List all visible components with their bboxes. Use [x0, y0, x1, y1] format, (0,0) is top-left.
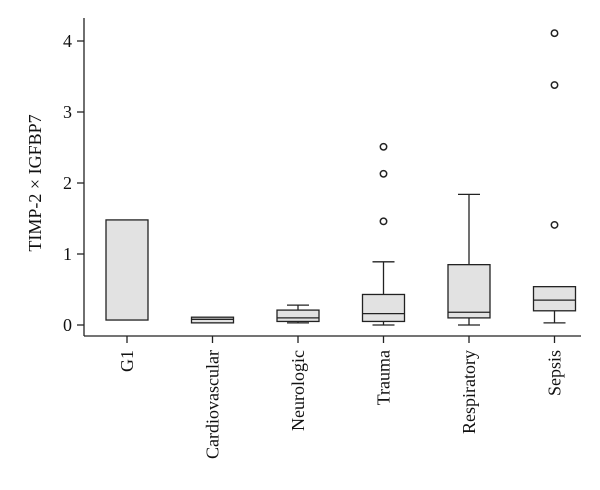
outlier-point [379, 142, 388, 151]
x-tick-label: Cardiovascular [203, 350, 223, 459]
box [276, 309, 320, 323]
outlier-point [550, 29, 559, 38]
x-tick-label: Respiratory [459, 350, 479, 434]
box-group-neurologic [276, 304, 320, 324]
y-tick-label: 2 [63, 173, 72, 193]
y-tick-label: 3 [63, 102, 72, 122]
box-group-sepsis [532, 29, 577, 324]
box-group-cardiovascular [190, 316, 235, 324]
x-tick-label: Neurologic [288, 350, 308, 431]
y-axis-title: TIMP-2 × IGFBP7 [25, 114, 45, 251]
box [105, 219, 149, 321]
box-group-g1 [105, 219, 149, 321]
box [532, 286, 577, 312]
x-axis: G1 Cardiovascular Neurologic Trauma Respirat… [84, 335, 581, 459]
outlier-point [379, 217, 388, 226]
x-tick-label: Trauma [374, 350, 394, 405]
box [190, 316, 235, 324]
box-group-trauma [361, 142, 406, 326]
x-tick-label: Sepsis [545, 350, 565, 396]
outlier-point [550, 220, 559, 229]
y-axis: 0 1 2 3 4 [63, 18, 85, 336]
outlier-point [379, 169, 388, 178]
x-tick-label: G1 [117, 350, 137, 372]
y-tick-label: 1 [63, 244, 72, 264]
plot-area [105, 29, 577, 326]
box [361, 293, 406, 323]
y-tick-label: 0 [63, 315, 72, 335]
y-tick-label: 4 [63, 31, 72, 51]
box-group-respiratory [447, 193, 491, 326]
box [447, 263, 491, 319]
outlier-point [550, 81, 559, 89]
